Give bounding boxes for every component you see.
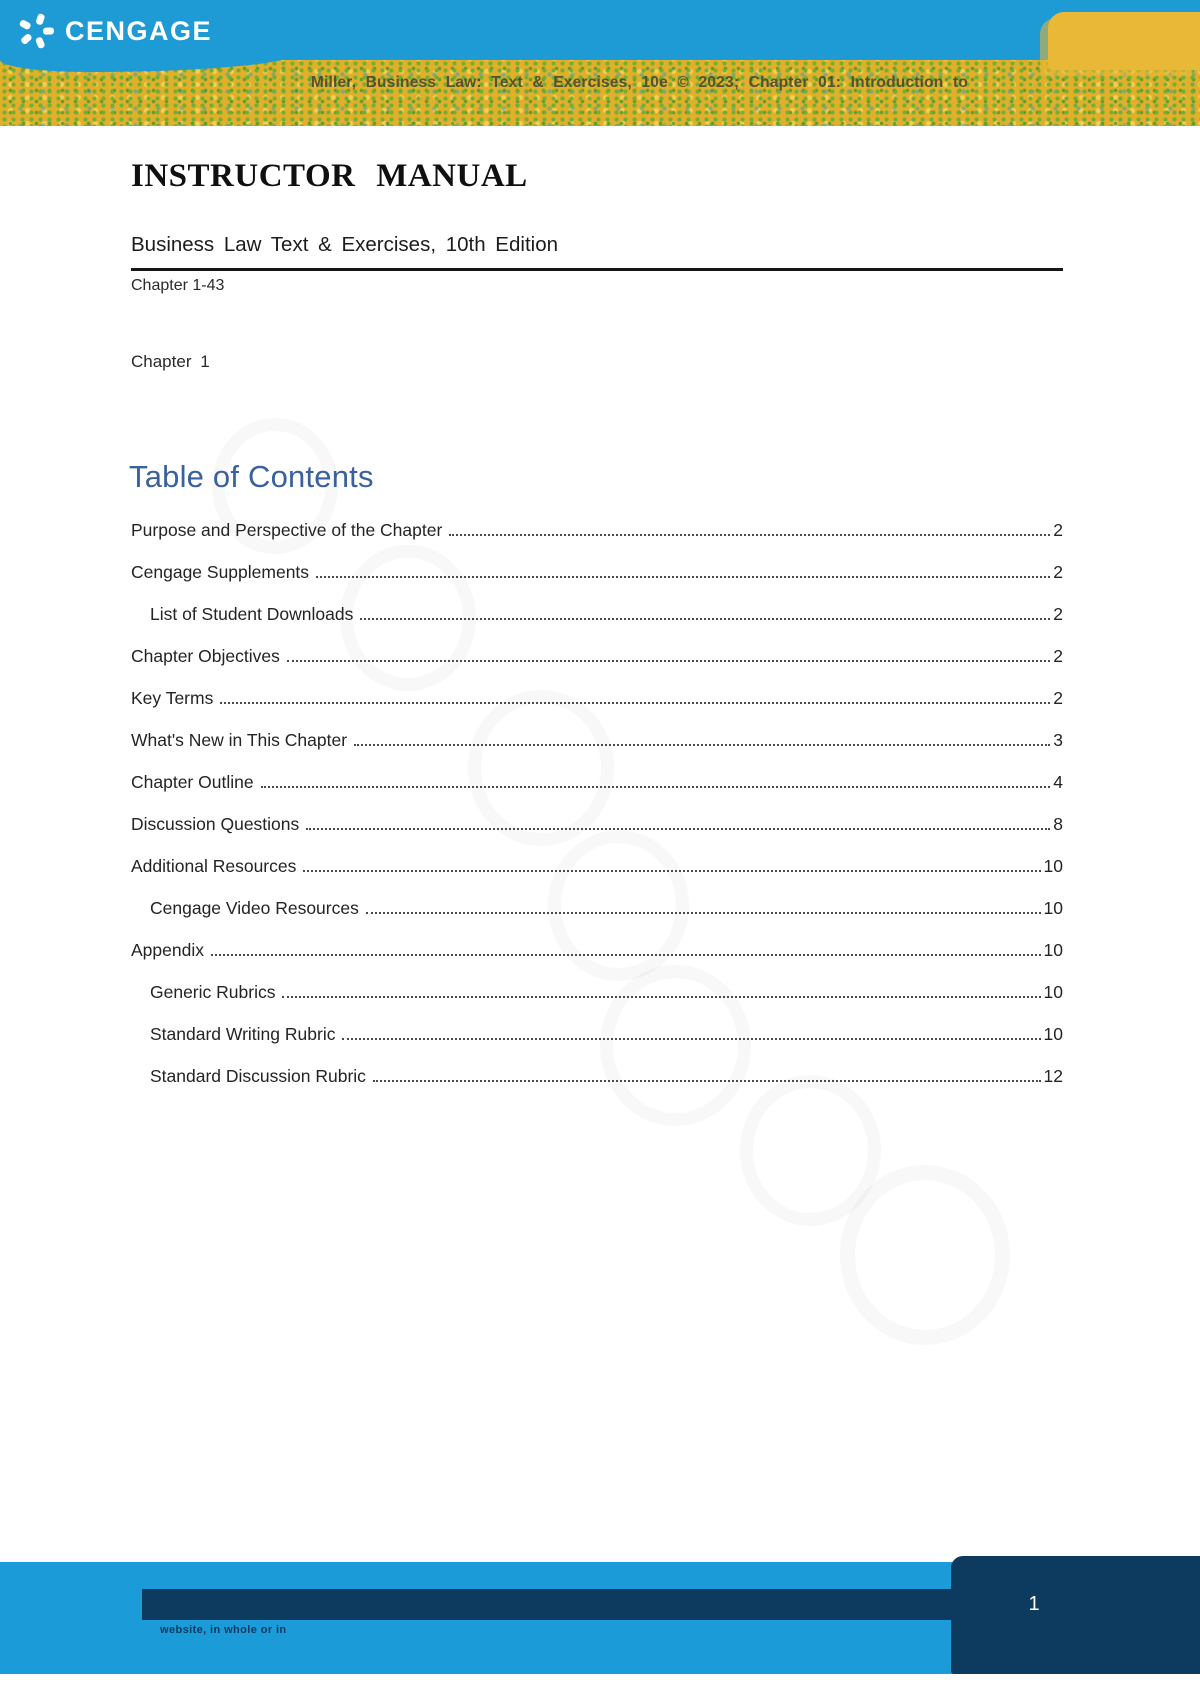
toc-entry-page: 10 — [1043, 856, 1063, 876]
toc-entry: Key Terms 2 — [131, 672, 1063, 714]
toc-dot-leader — [360, 618, 1051, 620]
chapter-range: Chapter 1-43 — [131, 277, 225, 294]
toc-dot-leader — [260, 786, 1051, 788]
toc-entry: Cengage Supplements 2 — [131, 546, 1063, 588]
watermark — [840, 1165, 1010, 1345]
toc-entry-page: 12 — [1043, 1066, 1063, 1086]
toc-entry-label: What's New in This Chapter — [131, 730, 348, 750]
toc-entry-page: 3 — [1053, 730, 1063, 750]
toc-entry: Standard Discussion Rubric 12 — [131, 1050, 1063, 1092]
toc-dot-leader — [316, 576, 1051, 578]
toc-heading: Table of Contents — [129, 459, 374, 494]
toc-dot-leader — [354, 744, 1051, 746]
toc-entry: Discussion Questions 8 — [131, 798, 1063, 840]
toc-dot-leader — [282, 996, 1041, 998]
toc-entry-label: Additional Resources — [131, 856, 297, 876]
footer-partial-text: website, in whole or in — [160, 1624, 287, 1636]
header-stripe-curl — [0, 52, 300, 72]
cengage-pinwheel-icon — [16, 10, 56, 52]
toc-dot-leader — [372, 1080, 1041, 1082]
page-header: CENGAGE Miller, Business Law: Text & Exe… — [0, 0, 1200, 126]
document-subtitle: Business Law Text & Exercises, 10th Edit… — [131, 233, 558, 256]
toc-entry-label: Key Terms — [131, 688, 214, 708]
toc-entry-page: 10 — [1043, 898, 1063, 918]
toc-entry-label: Cengage Supplements — [131, 562, 310, 582]
cengage-logo: CENGAGE — [16, 10, 212, 52]
toc-entry: Chapter Outline 4 — [131, 756, 1063, 798]
footer-page-number: 1 — [1028, 1593, 1040, 1615]
chapter-label: Chapter 1 — [131, 352, 210, 371]
toc-entry-page: 2 — [1053, 688, 1063, 708]
toc-entry: Purpose and Perspective of the Chapter 2 — [131, 504, 1063, 546]
toc-entry-page: 2 — [1053, 520, 1063, 540]
toc-dot-leader — [449, 534, 1051, 536]
toc-dot-leader — [342, 1038, 1041, 1040]
toc-entry: List of Student Downloads 2 — [131, 588, 1063, 630]
toc-entry: Standard Writing Rubric 10 — [131, 1008, 1063, 1050]
toc-entry: Generic Rubrics 10 — [131, 966, 1063, 1008]
table-of-contents: Purpose and Perspective of the Chapter 2 C… — [131, 504, 1063, 1092]
toc-entry-page: 2 — [1053, 646, 1063, 666]
toc-entry-page: 2 — [1053, 562, 1063, 582]
toc-entry-page: 2 — [1053, 604, 1063, 624]
toc-entry: Cengage Video Resources 10 — [131, 882, 1063, 924]
toc-entry-label: Standard Discussion Rubric — [150, 1066, 366, 1086]
header-course-line: Miller, Business Law: Text & Exercises, … — [310, 74, 968, 91]
toc-entry-label: Purpose and Perspective of the Chapter — [131, 520, 443, 540]
toc-entry-page: 4 — [1053, 772, 1063, 792]
toc-entry: Chapter Objectives 2 — [131, 630, 1063, 672]
header-yellow-block — [1048, 12, 1200, 70]
toc-entry-label: List of Student Downloads — [150, 604, 354, 624]
toc-entry: What's New in This Chapter 3 — [131, 714, 1063, 756]
toc-dot-leader — [306, 828, 1051, 830]
toc-dot-leader — [210, 954, 1041, 956]
toc-entry-label: Standard Writing Rubric — [150, 1024, 336, 1044]
toc-entry-label: Chapter Outline — [131, 772, 254, 792]
footer-redaction-bar — [142, 1589, 978, 1620]
toc-entry-page: 8 — [1053, 814, 1063, 834]
toc-entry-page: 10 — [1043, 982, 1063, 1002]
toc-entry: Additional Resources 10 — [131, 840, 1063, 882]
toc-entry-label: Discussion Questions — [131, 814, 300, 834]
subtitle-rule — [131, 268, 1063, 271]
header-paint-stripe — [0, 60, 1200, 126]
toc-entry: Appendix 10 — [131, 924, 1063, 966]
toc-entry-label: Appendix — [131, 940, 204, 960]
footer-corner-block — [951, 1556, 1200, 1674]
toc-entry-label: Generic Rubrics — [150, 982, 276, 1002]
toc-dot-leader — [220, 702, 1051, 704]
toc-dot-leader — [365, 912, 1041, 914]
toc-dot-leader — [303, 870, 1041, 872]
toc-entry-label: Cengage Video Resources — [150, 898, 359, 918]
toc-entry-page: 10 — [1043, 940, 1063, 960]
cengage-wordmark: CENGAGE — [65, 15, 213, 46]
toc-entry-page: 10 — [1043, 1024, 1063, 1044]
toc-dot-leader — [286, 660, 1051, 662]
document-title: INSTRUCTOR MANUAL — [131, 158, 528, 194]
toc-entry-label: Chapter Objectives — [131, 646, 280, 666]
